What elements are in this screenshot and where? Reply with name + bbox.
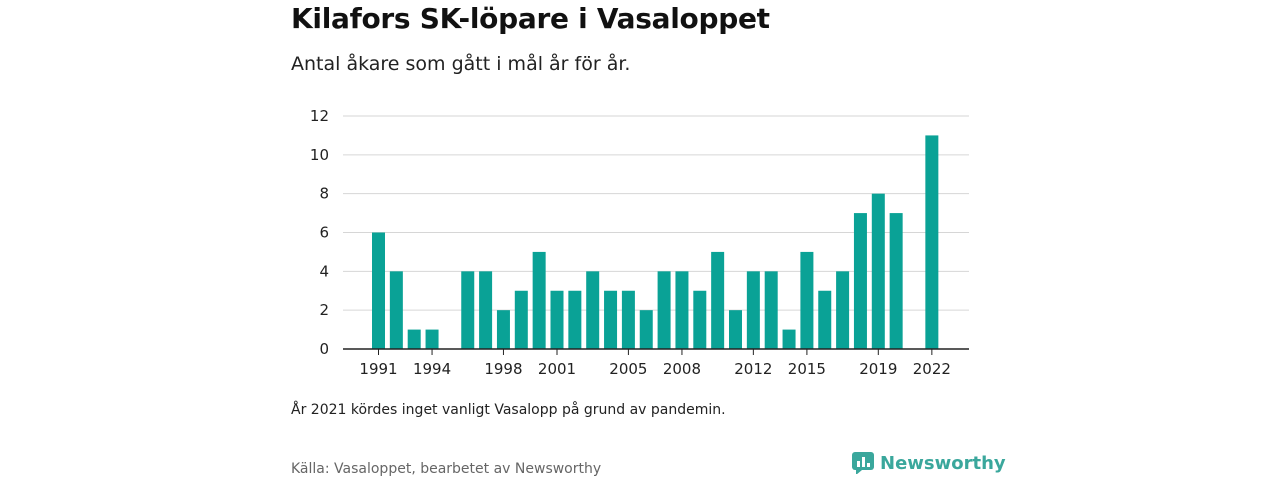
bar-2019 [871,193,885,349]
newsworthy-logo-icon [852,452,874,474]
bar-2004 [604,290,618,349]
x-tick-label: 2001 [538,360,576,378]
brand-logo[interactable]: Newsworthy [852,452,1006,474]
bar-2017 [836,271,850,349]
bar-1998 [496,310,510,349]
bar-2003 [586,271,600,349]
bar-1994 [425,329,439,349]
bar-2000 [532,251,546,349]
y-tick-label: 4 [319,262,329,280]
bars [372,135,939,349]
chart-subtitle: Antal åkare som gått i mål år för år. [291,53,631,75]
bar-1993 [407,329,421,349]
bar-2005 [621,290,635,349]
bar-2007 [657,271,671,349]
x-tick-label: 2022 [913,360,951,378]
y-tick-label: 10 [310,146,329,164]
x-tick-label: 1991 [359,360,397,378]
bar-2006 [639,310,653,349]
bar-1996 [461,271,475,349]
bar-1991 [372,232,385,349]
x-tick-label: 2019 [859,360,897,378]
y-tick-label: 12 [310,107,329,125]
axes: 0 2 4 6 8 10 12 1991 1994 1998 2001 2005 2008 2012 201… [310,107,969,378]
x-tick-label: 1998 [484,360,522,378]
bar-2008 [675,271,689,349]
bar-2009 [693,290,707,349]
chart-title: Kilafors SK-löpare i Vasaloppet [291,2,770,35]
bar-1997 [479,271,493,349]
brand-name: Newsworthy [880,452,1006,474]
source-credit: Källa: Vasaloppet, bearbetet av Newswort… [291,461,602,477]
x-tick-label: 2012 [734,360,772,378]
y-tick-label: 2 [319,301,329,319]
x-tick-label: 2015 [788,360,826,378]
bar-2018 [853,213,867,349]
bar-1992 [389,271,403,349]
bar-2020 [889,213,903,349]
y-tick-label: 8 [319,185,329,203]
bar-1999 [514,290,528,349]
bar-2010 [711,251,725,349]
bar-2011 [729,310,742,349]
x-tick-label: 1994 [413,360,451,378]
y-tick-label: 0 [319,340,329,358]
y-tick-label: 6 [319,224,329,242]
bar-2016 [818,290,832,349]
bar-2014 [782,329,796,349]
bar-2001 [550,290,564,349]
bar-2022 [925,135,939,349]
bar-2013 [764,271,778,349]
chart-note: År 2021 kördes inget vanligt Vasalopp på… [291,402,726,418]
bar-2012 [746,271,760,349]
bar-2015 [800,251,814,349]
bar-2002 [568,290,582,349]
x-tick-label: 2008 [663,360,701,378]
x-tick-label: 2005 [609,360,647,378]
